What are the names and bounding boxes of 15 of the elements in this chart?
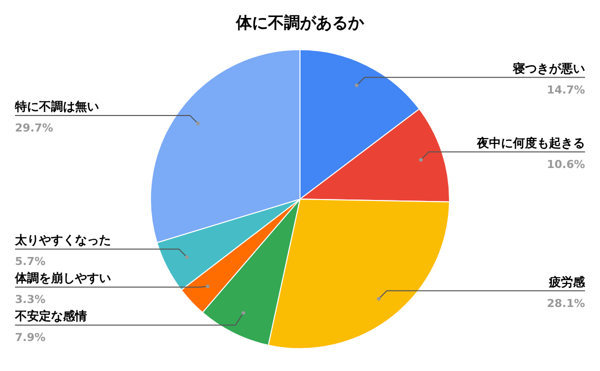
slice-label: 太りやすくなった [14, 233, 111, 248]
data-label: 10.6% [546, 158, 585, 171]
slice-label: 特に不調は無い [14, 99, 99, 114]
data-label: 5.7% [15, 255, 46, 268]
slice-label: 夜中に何度も起きる [476, 136, 585, 150]
slice-label: 寝つきが悪い [512, 61, 585, 76]
slice-label: 不安定な感情 [14, 309, 87, 324]
data-label: 3.3% [15, 293, 46, 306]
data-label: 29.7% [15, 121, 54, 134]
data-label: 14.7% [546, 83, 585, 96]
slice-label: 疲労感 [548, 274, 586, 289]
data-label: 7.9% [15, 331, 46, 344]
chart-title: 体に不調があるか [235, 12, 365, 32]
data-label: 28.1% [546, 296, 585, 310]
slice-label: 体調を崩しやすい [14, 271, 111, 286]
